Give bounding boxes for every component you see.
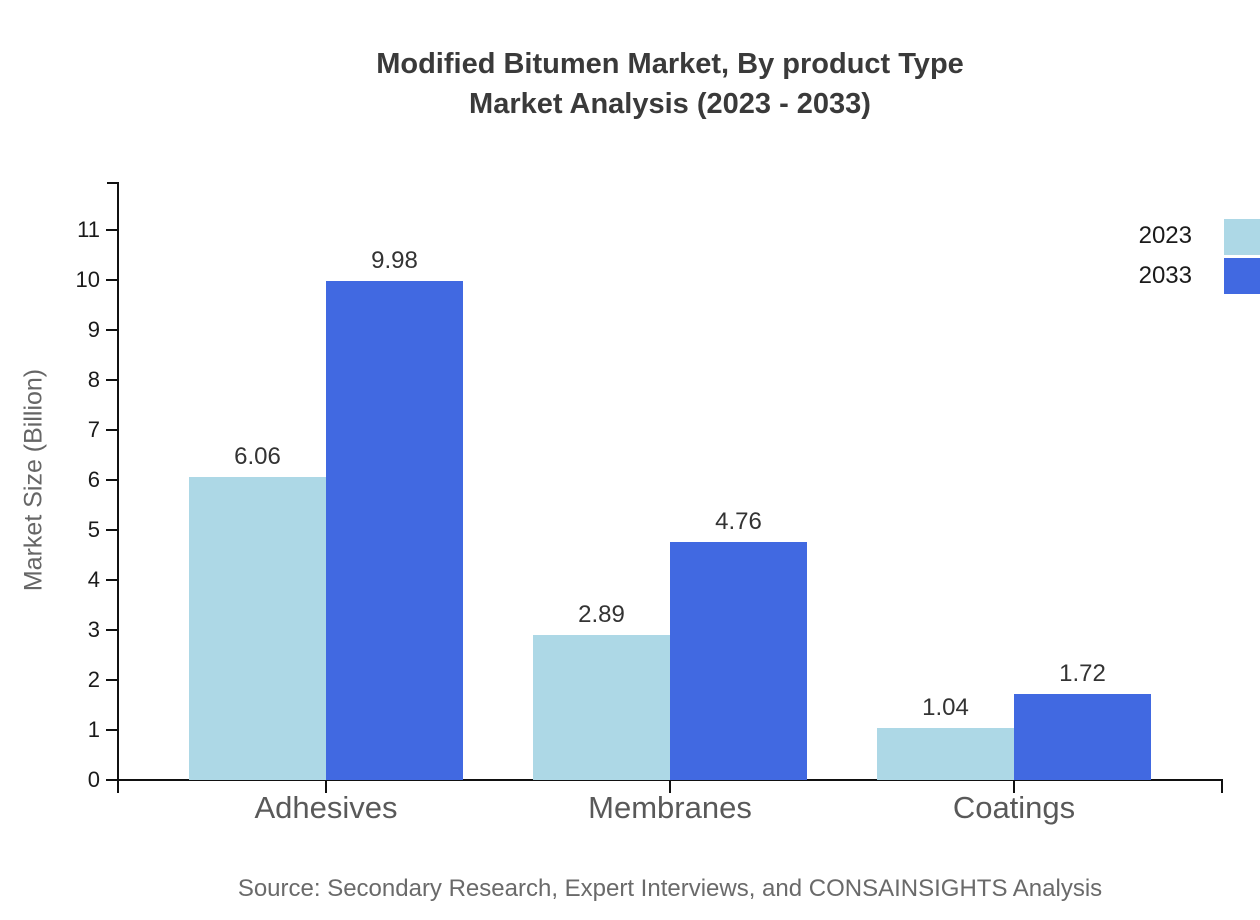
- y-tick-label-8: 8: [87, 367, 100, 392]
- legend-label-2033: 2033: [1138, 262, 1192, 289]
- y-tick-3: [106, 629, 118, 631]
- y-tick-label-5: 5: [87, 517, 100, 542]
- x-label-adhesives: Adhesives: [254, 790, 398, 825]
- x-tick-adhesives: [325, 780, 327, 793]
- bar-2023-adhesives: [189, 477, 326, 780]
- y-tick-5: [106, 529, 118, 531]
- chart-title: Modified Bitumen Market, By product Type…: [118, 44, 1222, 124]
- value-label-2033-adhesives: 9.98: [371, 247, 418, 274]
- y-tick-9: [106, 329, 118, 331]
- bar-2023-coatings: [877, 728, 1014, 780]
- bar-2033-membranes: [670, 542, 807, 780]
- value-label-2023-membranes: 2.89: [578, 601, 625, 628]
- bar-2023-membranes: [533, 635, 670, 780]
- legend-label-2023: 2023: [1138, 222, 1192, 249]
- y-tick-6: [106, 479, 118, 481]
- y-tick-label-6: 6: [87, 467, 100, 492]
- y-tick-label-10: 10: [75, 267, 100, 292]
- y-tick-label-9: 9: [87, 317, 100, 342]
- value-label-2023-coatings: 1.04: [922, 694, 969, 721]
- source-note: Source: Secondary Research, Expert Inter…: [237, 875, 1103, 902]
- x-label-coatings: Coatings: [952, 790, 1076, 825]
- y-axis-line: [117, 182, 119, 793]
- x-tick-coatings: [1013, 780, 1015, 793]
- y-tick-1: [106, 729, 118, 731]
- legend-swatch-2033: [1224, 258, 1260, 294]
- value-label-2033-coatings: 1.72: [1059, 660, 1106, 687]
- y-tick-label-3: 3: [87, 617, 100, 642]
- y-tick-label-4: 4: [87, 567, 100, 592]
- bar-2033-adhesives: [326, 281, 463, 780]
- y-axis-cap: [107, 182, 119, 184]
- y-tick-7: [106, 429, 118, 431]
- y-tick-label-7: 7: [87, 417, 100, 442]
- y-tick-10: [106, 279, 118, 281]
- value-label-2023-adhesives: 6.06: [234, 443, 281, 470]
- y-tick-2: [106, 679, 118, 681]
- value-label-2033-membranes: 4.76: [715, 508, 762, 535]
- legend-swatch-2023: [1224, 219, 1260, 255]
- chart-title-line2: Market Analysis (2023 - 2033): [469, 88, 871, 120]
- x-label-membranes: Membranes: [588, 790, 752, 825]
- y-tick-label-1: 1: [87, 717, 100, 742]
- x-axis-line: [107, 779, 1223, 781]
- y-tick-label-0: 0: [87, 767, 100, 792]
- bar-2033-coatings: [1014, 694, 1151, 780]
- chart-title-line1: Modified Bitumen Market, By product Type: [376, 48, 964, 80]
- y-tick-11: [106, 229, 118, 231]
- x-axis-cap: [1221, 779, 1223, 793]
- y-tick-8: [106, 379, 118, 381]
- y-tick-label-11: 11: [77, 217, 100, 242]
- y-tick-4: [106, 579, 118, 581]
- x-tick-membranes: [669, 780, 671, 793]
- y-tick-label-2: 2: [87, 667, 100, 692]
